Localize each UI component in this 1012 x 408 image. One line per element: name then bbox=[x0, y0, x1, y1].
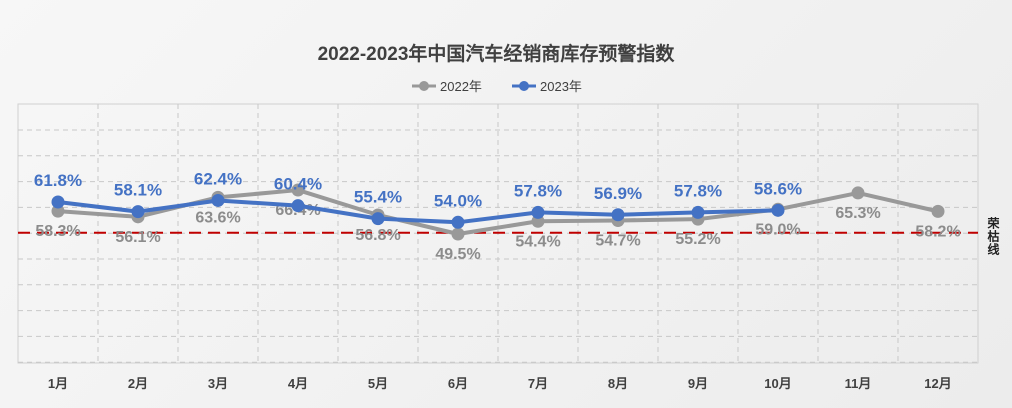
data-label: 58.2% bbox=[915, 223, 960, 240]
x-tick-label: 3月 bbox=[208, 376, 228, 391]
legend-marker bbox=[419, 81, 429, 91]
legend-marker bbox=[519, 81, 529, 91]
legend-item-0[interactable]: 2022年 bbox=[412, 79, 482, 94]
data-label: 54.4% bbox=[515, 233, 560, 250]
data-label: 54.0% bbox=[434, 191, 482, 210]
data-point[interactable] bbox=[931, 204, 945, 218]
x-tick-label: 10月 bbox=[764, 376, 791, 391]
x-tick-label: 12月 bbox=[924, 376, 951, 391]
data-label: 59.0% bbox=[755, 221, 800, 238]
data-label: 57.8% bbox=[674, 181, 722, 200]
data-point[interactable] bbox=[771, 203, 785, 217]
legend-item-1[interactable]: 2023年 bbox=[512, 79, 582, 94]
x-tick-label: 5月 bbox=[368, 376, 388, 391]
data-label: 58.3% bbox=[35, 223, 80, 240]
x-tick-label: 9月 bbox=[688, 376, 708, 391]
x-tick-label: 8月 bbox=[608, 376, 628, 391]
data-label: 61.8% bbox=[34, 171, 82, 190]
series-2023年: 61.8% 58.1% 62.4% 60.4% 55.4% 54.0% 57.8% 56.9%… bbox=[34, 169, 802, 229]
x-tick-label: 4月 bbox=[288, 376, 308, 391]
x-tick-label: 6月 bbox=[448, 376, 468, 391]
data-point[interactable] bbox=[611, 208, 625, 222]
legend: 2022年 2023年 bbox=[412, 79, 582, 94]
data-point[interactable] bbox=[531, 205, 545, 219]
data-label: 62.4% bbox=[194, 169, 242, 188]
data-label: 58.6% bbox=[754, 179, 802, 198]
data-point[interactable] bbox=[451, 215, 465, 229]
data-point[interactable] bbox=[51, 195, 65, 209]
data-point[interactable] bbox=[51, 204, 65, 218]
chart-title: 2022-2023年中国汽车经销商库存预警指数 bbox=[318, 42, 676, 65]
x-tick-label: 11月 bbox=[845, 376, 872, 391]
data-point[interactable] bbox=[851, 186, 865, 200]
x-tick-label: 7月 bbox=[528, 376, 548, 391]
series-line bbox=[57, 198, 779, 225]
data-label: 58.1% bbox=[114, 181, 162, 200]
x-tick-label: 2月 bbox=[128, 376, 148, 391]
data-label: 49.5% bbox=[435, 246, 480, 263]
data-label: 60.4% bbox=[274, 175, 322, 194]
data-label: 63.6% bbox=[195, 209, 240, 226]
data-label: 65.3% bbox=[835, 205, 880, 222]
data-point[interactable] bbox=[691, 205, 705, 219]
data-point[interactable] bbox=[371, 212, 385, 226]
data-point[interactable] bbox=[291, 199, 305, 213]
data-point[interactable] bbox=[211, 193, 225, 207]
data-point[interactable] bbox=[131, 205, 145, 219]
data-label: 56.1% bbox=[115, 229, 160, 246]
legend-label: 2023年 bbox=[540, 79, 582, 94]
legend-label: 2022年 bbox=[440, 79, 482, 94]
data-label: 54.7% bbox=[595, 232, 640, 249]
data-label: 56.9% bbox=[594, 184, 642, 203]
reference-line-label: 荣枯线 bbox=[986, 217, 1000, 256]
data-label: 56.8% bbox=[355, 227, 400, 244]
data-label: 55.2% bbox=[675, 231, 720, 248]
data-point[interactable] bbox=[451, 227, 465, 241]
data-label: 57.8% bbox=[514, 181, 562, 200]
data-point[interactable] bbox=[291, 183, 305, 197]
x-tick-label: 1月 bbox=[48, 376, 68, 391]
grid: 1月 2月 3月 4月 5月 6月 7月 8月 9月 10月 11月 12月 bbox=[17, 103, 979, 391]
data-label: 55.4% bbox=[354, 188, 402, 207]
